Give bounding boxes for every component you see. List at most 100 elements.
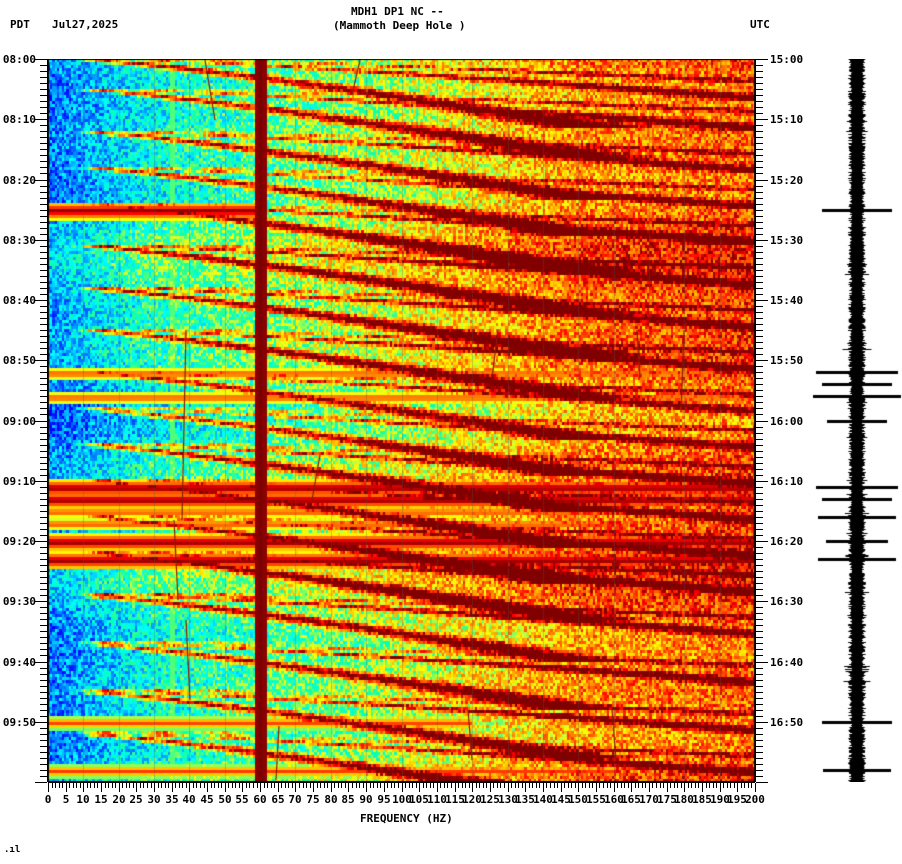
time-tick-major-right xyxy=(756,481,768,482)
freq-label-2: 10 xyxy=(76,793,90,806)
freq-tick-minor xyxy=(465,783,466,788)
freq-tick-minor xyxy=(582,783,583,788)
freq-tick-minor xyxy=(129,783,130,788)
freq-tick-major xyxy=(48,783,49,792)
time-tick-major-right xyxy=(756,119,768,120)
time-tick-minor-left xyxy=(40,559,47,560)
freq-label-37: 185 xyxy=(692,793,712,806)
freq-label-12: 60 xyxy=(253,793,267,806)
freq-tick-major xyxy=(83,783,84,792)
freq-tick-minor xyxy=(288,783,289,788)
time-tick-minor-left xyxy=(40,499,47,500)
time-tick-minor-right xyxy=(756,758,763,759)
freq-tick-minor xyxy=(730,783,731,788)
freq-tick-minor xyxy=(73,783,74,788)
freq-tick-minor xyxy=(518,783,519,788)
time-tick-major-right xyxy=(756,59,768,60)
time-tick-minor-left xyxy=(40,680,47,681)
time-label-utc-3: 15:30 xyxy=(770,234,804,247)
freq-tick-minor xyxy=(218,783,219,788)
freq-tick-major xyxy=(472,783,473,792)
time-tick-minor-right xyxy=(756,728,763,729)
time-tick-minor-left xyxy=(40,372,47,373)
time-tick-minor-right xyxy=(756,649,763,650)
time-tick-minor-left xyxy=(40,505,47,506)
freq-tick-minor xyxy=(723,783,724,788)
time-tick-minor-right xyxy=(756,565,763,566)
freq-tick-minor xyxy=(232,783,233,788)
time-tick-minor-right xyxy=(756,378,763,379)
time-tick-major-right xyxy=(756,541,768,542)
freq-label-39: 195 xyxy=(727,793,747,806)
time-tick-minor-right xyxy=(756,631,763,632)
freq-tick-minor xyxy=(564,783,565,788)
freq-tick-minor xyxy=(394,783,395,788)
freq-tick-minor xyxy=(546,783,547,788)
freq-tick-minor xyxy=(359,783,360,788)
time-tick-minor-left xyxy=(40,348,47,349)
time-tick-minor-right xyxy=(756,324,763,325)
freq-tick-minor xyxy=(133,783,134,788)
time-tick-minor-left xyxy=(40,698,47,699)
time-tick-minor-left xyxy=(40,408,47,409)
freq-tick-minor xyxy=(249,783,250,788)
time-label-pdt-10: 09:40 xyxy=(2,656,36,669)
time-tick-minor-left xyxy=(40,589,47,590)
freq-tick-minor xyxy=(447,783,448,788)
time-tick-major-right xyxy=(756,662,768,663)
time-label-pdt-3: 08:30 xyxy=(2,234,36,247)
freq-label-27: 135 xyxy=(515,793,535,806)
time-tick-minor-left xyxy=(40,734,47,735)
freq-tick-minor xyxy=(575,783,576,788)
time-tick-minor-left xyxy=(40,234,47,235)
freq-tick-minor xyxy=(458,783,459,788)
time-tick-minor-right xyxy=(756,372,763,373)
freq-tick-minor xyxy=(642,783,643,788)
freq-tick-minor xyxy=(656,783,657,788)
time-tick-minor-left xyxy=(40,535,47,536)
freq-tick-minor xyxy=(532,783,533,788)
freq-tick-minor xyxy=(709,783,710,788)
freq-tick-minor xyxy=(504,783,505,788)
freq-tick-minor xyxy=(200,783,201,788)
time-tick-minor-right xyxy=(756,493,763,494)
time-label-utc-6: 16:00 xyxy=(770,415,804,428)
freq-label-36: 180 xyxy=(674,793,694,806)
time-tick-minor-right xyxy=(756,210,763,211)
time-tick-minor-right xyxy=(756,306,763,307)
freq-tick-minor xyxy=(706,783,707,788)
time-tick-minor-right xyxy=(756,427,763,428)
time-tick-minor-left xyxy=(40,354,47,355)
time-tick-minor-right xyxy=(756,336,763,337)
time-tick-major-right xyxy=(756,421,768,422)
time-label-utc-0: 15:00 xyxy=(770,53,804,66)
freq-tick-major xyxy=(614,783,615,792)
time-tick-minor-left xyxy=(40,161,47,162)
time-tick-minor-left xyxy=(40,740,47,741)
time-tick-minor-left xyxy=(40,107,47,108)
freq-tick-minor xyxy=(122,783,123,788)
freq-tick-minor xyxy=(94,783,95,788)
time-tick-minor-right xyxy=(756,318,763,319)
time-tick-minor-left xyxy=(40,77,47,78)
time-tick-minor-left xyxy=(40,342,47,343)
freq-tick-major xyxy=(172,783,173,792)
time-tick-minor-left xyxy=(40,776,47,777)
time-tick-minor-right xyxy=(756,161,763,162)
freq-tick-minor xyxy=(147,783,148,788)
freq-tick-major xyxy=(402,783,403,792)
time-tick-minor-left xyxy=(40,71,47,72)
freq-tick-major xyxy=(702,783,703,792)
time-tick-minor-right xyxy=(756,354,763,355)
time-tick-minor-right xyxy=(756,577,763,578)
freq-tick-major xyxy=(242,783,243,792)
freq-label-34: 170 xyxy=(639,793,659,806)
time-tick-major-right xyxy=(756,782,768,783)
time-tick-minor-right xyxy=(756,463,763,464)
time-tick-minor-left xyxy=(40,89,47,90)
time-tick-minor-left xyxy=(40,216,47,217)
freq-tick-minor xyxy=(423,783,424,788)
freq-tick-minor xyxy=(652,783,653,788)
freq-tick-minor xyxy=(338,783,339,788)
freq-tick-minor xyxy=(115,783,116,788)
